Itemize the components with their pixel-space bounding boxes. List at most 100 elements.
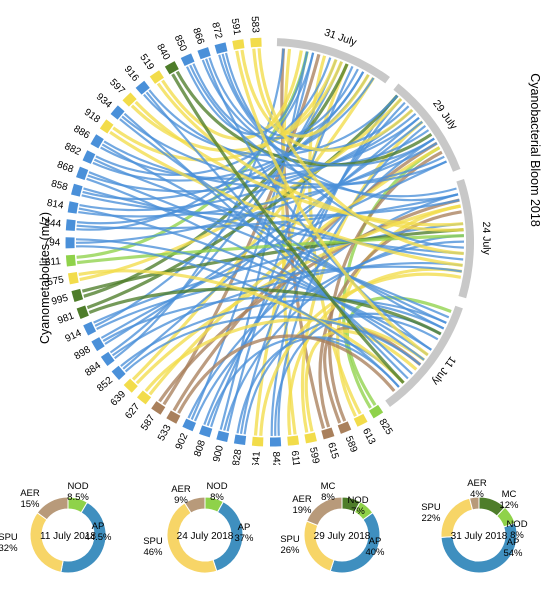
ribbon-583-31-july: [252, 48, 370, 138]
donut-label-mc: MC 12%: [499, 489, 519, 511]
metabolite-label-842: 842: [270, 451, 281, 465]
ribbon-916-11-july: [145, 91, 409, 380]
ribbon-868-11-july: [86, 177, 425, 361]
donut-31-july: 31 July 2018 AP 54% SPU 22% AER 4% MC 12% NOD 8%: [411, 472, 548, 592]
metabolite-label-615: 615: [325, 441, 340, 461]
donut-title: 24 July 2018: [177, 531, 234, 542]
ribbon-811-24-july: [76, 234, 464, 265]
chord-ribbons: [75, 48, 465, 437]
metabolite-label-597: 597: [107, 77, 127, 97]
metabolite-arc-583: [250, 37, 262, 48]
donut-label-nod: NOD 8.5%: [67, 481, 89, 503]
ribbon-850-31-july: [192, 63, 359, 140]
ribbon-591-29-july: [240, 49, 414, 152]
metabolite-arc-597: [122, 92, 137, 107]
metabolite-arc-884: [100, 351, 115, 367]
ribbon-852-29-july: [122, 116, 420, 370]
ribbon-981-11-july: [88, 287, 442, 336]
ribbon-519-24-july: [156, 82, 464, 232]
date-label-24-july: 24 July: [480, 221, 493, 255]
metabolite-label-627: 627: [123, 401, 142, 421]
donut-label-ap: AP 40%: [365, 536, 385, 558]
metabolite-label-583: 583: [249, 16, 261, 34]
donut-title: 11 July 2018: [40, 531, 96, 542]
donut-slice-31-july-2018-ap: [440, 522, 518, 574]
donut-label-aer: AER 9%: [171, 484, 191, 506]
metabolite-label-519: 519: [137, 52, 156, 72]
metabolite-arc-811: [65, 254, 76, 267]
metabolite-label-811: 811: [44, 256, 61, 268]
ribbon-575-11-july: [78, 269, 405, 384]
date-arc-11-july: [385, 305, 463, 408]
metabolite-label-981: 981: [56, 310, 76, 326]
donut-11-july: 11 July 2018 AP 44.5% SPU 32% AER 15% NOD 8.5%: [0, 472, 137, 592]
donut-label-spu: SPU 32%: [0, 532, 18, 554]
donut-label-spu: SPU 26%: [280, 534, 300, 556]
donut-29-july: 29 July 2018 AP 40% SPU 26% AER 19% MC 8% NOD 7%: [274, 472, 411, 592]
ribbon-850-24-july: [189, 64, 457, 198]
metabolite-label-613: 613: [360, 427, 378, 447]
ribbon-575-29-july: [79, 97, 403, 282]
metabolite-label-611: 611: [289, 450, 302, 465]
metabolite-arc-898: [91, 337, 105, 352]
ribbon-533-11-july: [177, 334, 396, 414]
metabolite-label-852: 852: [95, 375, 115, 395]
ribbon-882-24-july: [93, 158, 464, 261]
ribbon-615-24-july: [318, 210, 462, 428]
metabolite-label-934: 934: [94, 91, 114, 110]
metabolite-arc-808: [199, 425, 213, 438]
metabolite-arc-844: [65, 219, 76, 231]
ribbon-828-11-july: [243, 315, 439, 435]
metabolite-arc-850: [180, 53, 195, 67]
ribbon-794-29-july: [75, 137, 435, 244]
ribbon-814-11-july: [78, 207, 429, 356]
ribbon-884-24-july: [111, 262, 463, 357]
donut-slice-29-july-2018-spu: [303, 520, 335, 572]
metabolite-arc-519: [149, 70, 164, 84]
metabolite-arc-639: [123, 378, 138, 393]
ribbon-858-24-july: [81, 194, 460, 218]
donut-slice-29-july-2018-aer: [306, 496, 343, 527]
metabolite-arc-872: [214, 42, 228, 54]
metabolite-label-868: 868: [55, 159, 75, 175]
ribbon-519-31-july: [161, 50, 303, 141]
right-axis-label: Cyanobacterial Bloom 2018: [528, 73, 542, 227]
metabolite-arc-641: [251, 436, 264, 447]
ribbon-886-29-july: [103, 140, 445, 189]
donut-label-nod: NOD 8%: [206, 481, 227, 503]
donut-title: 31 July 2018: [451, 531, 508, 542]
metabolite-label-850: 850: [172, 33, 189, 53]
donut-label-spu: SPU 22%: [421, 502, 441, 524]
ribbon-872-24-july: [224, 52, 464, 249]
metabolite-arc-825: [368, 404, 384, 419]
metabolite-arc-599: [304, 432, 317, 444]
date-arc-31-july: [276, 38, 390, 84]
ribbon-840-11-july: [171, 73, 405, 384]
metabolite-label-639: 639: [109, 389, 129, 409]
metabolite-label-898: 898: [73, 344, 93, 362]
metabolite-label-591: 591: [229, 18, 243, 37]
metabolite-arc-914: [83, 321, 97, 336]
donut-slice-24-july-2018-aer: [183, 496, 206, 514]
donut-label-aer: AER 15%: [20, 488, 40, 510]
metabolite-arcs: [65, 37, 384, 447]
ribbon-866-11-july: [205, 58, 432, 351]
metabolite-label-599: 599: [307, 446, 321, 465]
metabolite-arc-814: [67, 201, 79, 214]
ribbon-814-29-july: [78, 142, 438, 218]
metabolite-label-872: 872: [209, 21, 224, 40]
donut-slice-11-july-2018-spu: [29, 511, 64, 573]
ribbon-884-31-july: [114, 48, 285, 360]
ribbon-591-11-july: [235, 50, 429, 357]
date-arcs: [276, 38, 475, 408]
ribbon-934-11-july: [123, 112, 413, 375]
donut-label-aer: AER 19%: [292, 494, 312, 516]
metabolite-label-589: 589: [343, 435, 360, 455]
metabolite-label-884: 884: [83, 360, 103, 379]
metabolite-arc-918: [99, 119, 114, 134]
ribbon-599-11-july: [304, 329, 418, 432]
metabolite-arc-611: [287, 435, 300, 446]
metabolite-arc-613: [353, 413, 368, 427]
date-arc-29-july: [393, 83, 461, 172]
